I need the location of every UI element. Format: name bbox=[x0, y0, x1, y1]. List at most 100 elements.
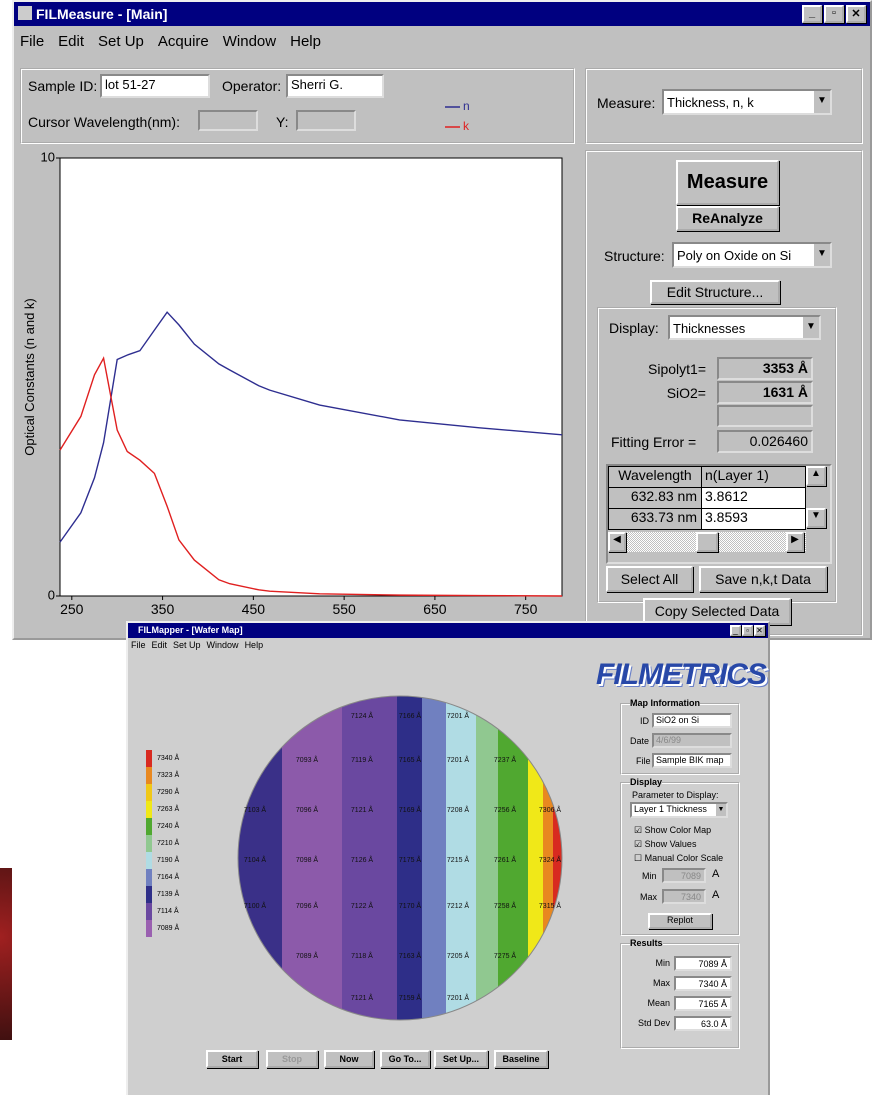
min-field: 7089 bbox=[662, 868, 706, 883]
map-value: 7119 Å bbox=[351, 755, 373, 764]
replot-button[interactable]: Replot bbox=[648, 913, 712, 929]
minimize[interactable]: _ bbox=[730, 625, 741, 636]
close[interactable]: ✕ bbox=[754, 625, 765, 636]
dropdown[interactable]: ▼ bbox=[812, 244, 830, 266]
button[interactable]: Set Up... bbox=[434, 1050, 488, 1068]
checkbox[interactable]: ☑ Show Color Map bbox=[634, 825, 711, 836]
map-value: 7122 Å bbox=[351, 901, 374, 910]
label: Sipolyt1= bbox=[606, 361, 706, 377]
measure-button[interactable]: Measure bbox=[676, 160, 779, 205]
fitting-error: 0.026460 bbox=[717, 430, 813, 453]
checkbox[interactable]: ☐ Manual Color Scale bbox=[634, 853, 723, 864]
map-value: 7159 Å bbox=[399, 993, 422, 1002]
button[interactable]: Go To... bbox=[380, 1050, 430, 1068]
display-select[interactable]: Thicknesses▼ bbox=[668, 315, 821, 340]
checkbox[interactable]: ☑ Show Values bbox=[634, 839, 696, 850]
label: Min bbox=[620, 958, 670, 968]
scroll-down[interactable]: ▼ bbox=[806, 508, 826, 528]
table-cell[interactable]: 3.8612 bbox=[701, 487, 806, 509]
cursor-box bbox=[198, 110, 258, 131]
scale-label: 7210 Å bbox=[157, 838, 180, 847]
dropdown[interactable]: ▼ bbox=[801, 317, 819, 338]
unit: A bbox=[712, 889, 719, 901]
sample-id[interactable]: lot 51-27 bbox=[100, 74, 210, 98]
close[interactable]: ✕ bbox=[846, 5, 866, 23]
menu-item[interactable]: File bbox=[20, 33, 44, 50]
table-cell[interactable]: 3.8593 bbox=[701, 508, 806, 530]
menu-item[interactable]: Edit bbox=[58, 33, 84, 50]
button[interactable]: Baseline bbox=[494, 1050, 548, 1068]
operator[interactable]: Sherri G. bbox=[286, 74, 384, 98]
map-value: 7169 Å bbox=[399, 805, 422, 814]
scale-swatch bbox=[146, 750, 152, 767]
scroll-thumb[interactable] bbox=[696, 532, 718, 552]
measure-select[interactable]: Thickness, n, k▼ bbox=[662, 89, 832, 115]
map-value: 7208 Å bbox=[447, 805, 470, 814]
x-tick-label: 550 bbox=[332, 601, 356, 617]
y-tick-label: 0 bbox=[48, 587, 55, 602]
result-value: 7340 Å bbox=[674, 976, 732, 991]
maximize[interactable]: ▫ bbox=[824, 5, 844, 23]
map-value: 7118 Å bbox=[351, 951, 373, 960]
map-value: 7121 Å bbox=[351, 805, 374, 814]
dropdown[interactable]: ▼ bbox=[812, 91, 830, 113]
dropdown[interactable]: ▼ bbox=[714, 804, 726, 816]
chart: Optical Constants (n and k) 250350450550… bbox=[12, 145, 582, 625]
check-label: Manual Color Scale bbox=[645, 853, 724, 863]
photo bbox=[0, 868, 12, 1040]
label: Sample ID: bbox=[28, 78, 97, 94]
table-header: Wavelength bbox=[608, 466, 702, 488]
map-value: 7121 Å bbox=[351, 993, 374, 1002]
label: Display: bbox=[609, 320, 659, 336]
wafer-map: 7124 Å7166 Å7201 Å7093 Å7119 Å7165 Å7201… bbox=[128, 622, 608, 1082]
scale-swatch bbox=[146, 886, 152, 903]
label: Mean bbox=[620, 998, 670, 1008]
select-all-button[interactable]: Select All bbox=[606, 566, 693, 592]
title-bar: FILMeasure - [Main] bbox=[14, 2, 870, 26]
scale-swatch bbox=[146, 920, 152, 937]
menu-item[interactable]: Acquire bbox=[158, 33, 209, 50]
button[interactable]: Now bbox=[324, 1050, 374, 1068]
y-axis-label: Optical Constants (n and k) bbox=[22, 298, 37, 456]
result-value: 63.0 Å bbox=[674, 1016, 732, 1031]
scale-swatch bbox=[146, 852, 152, 869]
table-cell[interactable]: 632.83 nm bbox=[608, 487, 702, 509]
edit-structure-button[interactable]: Edit Structure... bbox=[650, 280, 780, 304]
table-cell[interactable]: 633.73 nm bbox=[608, 508, 702, 530]
save-button[interactable]: Save n,k,t Data bbox=[699, 566, 827, 592]
param-select[interactable]: Layer 1 Thickness▼ bbox=[630, 802, 728, 818]
label: File bbox=[636, 756, 651, 766]
scroll-up[interactable]: ▲ bbox=[806, 466, 826, 486]
window-title: FILMeasure - [Main] bbox=[36, 6, 167, 22]
reanalyze-button[interactable]: ReAnalyze bbox=[676, 206, 779, 231]
map-value: 7261 Å bbox=[494, 855, 517, 864]
map-value: 7324 Å bbox=[539, 855, 562, 864]
scale-swatch bbox=[146, 903, 152, 920]
structure-select[interactable]: Poly on Oxide on Si▼ bbox=[672, 242, 832, 268]
button[interactable]: Stop bbox=[266, 1050, 318, 1068]
id-field[interactable]: SiO2 on Si bbox=[652, 713, 732, 728]
menu-item[interactable]: Help bbox=[290, 33, 321, 50]
y-tick-label: 10 bbox=[41, 149, 55, 164]
scale-label: 7139 Å bbox=[157, 889, 180, 898]
button[interactable]: Start bbox=[206, 1050, 258, 1068]
scroll-right[interactable]: ▶ bbox=[786, 532, 804, 552]
map-value: 7166 Å bbox=[399, 711, 422, 720]
map-value: 7096 Å bbox=[296, 901, 319, 910]
file-field[interactable]: Sample BIK map bbox=[652, 753, 732, 768]
screen: FILMeasure - [Main] _ ▫ ✕ File Edit Set Up… bbox=[0, 0, 874, 1095]
map-value: 7165 Å bbox=[399, 755, 422, 764]
menu-item[interactable]: Set Up bbox=[98, 33, 144, 50]
menu-bar: File Edit Set Up Acquire Window Help bbox=[20, 33, 335, 53]
logo: FILMETRICS bbox=[596, 658, 766, 692]
maximize[interactable]: ▫ bbox=[742, 625, 753, 636]
map-value: 7126 Å bbox=[351, 855, 374, 864]
scale-swatch bbox=[146, 767, 152, 784]
result-value: 7165 Å bbox=[674, 996, 732, 1011]
minimize[interactable]: _ bbox=[802, 5, 822, 23]
label: Fitting Error = bbox=[611, 434, 696, 450]
menu-item[interactable]: Window bbox=[223, 33, 276, 50]
x-tick-label: 650 bbox=[423, 601, 447, 617]
label: Max bbox=[640, 892, 657, 902]
scroll-left[interactable]: ◀ bbox=[608, 532, 626, 552]
